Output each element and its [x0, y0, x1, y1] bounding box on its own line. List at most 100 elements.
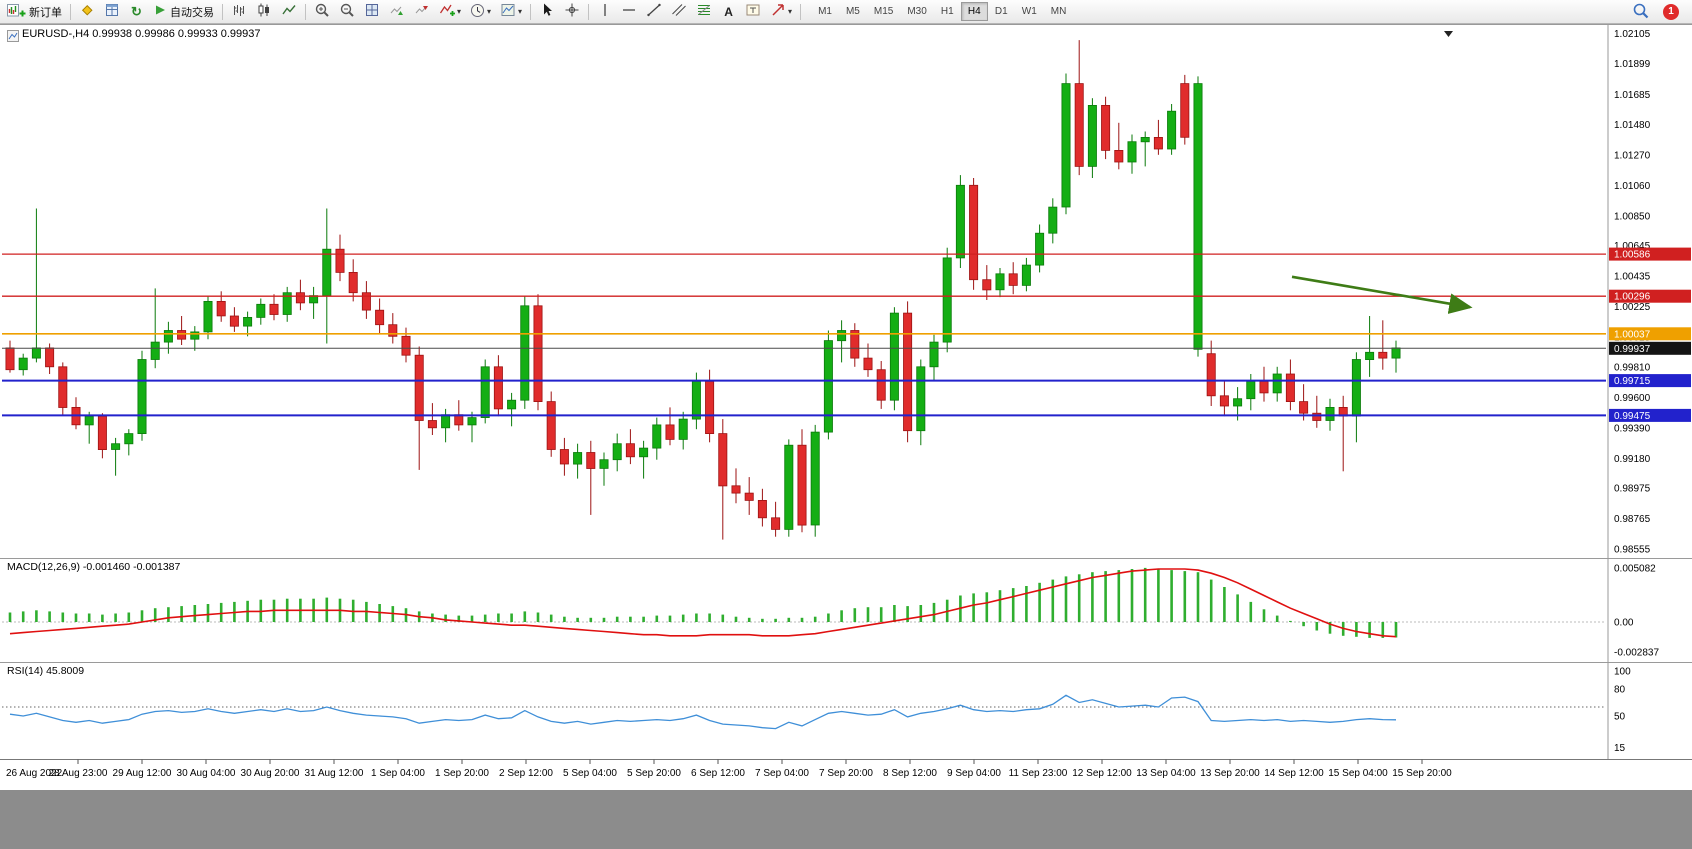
svg-text:29 Aug 12:00: 29 Aug 12:00 — [113, 768, 172, 779]
svg-text:50: 50 — [1614, 712, 1626, 723]
chevron-down-icon: ▾ — [518, 7, 523, 16]
timeframe-button-d1[interactable]: D1 — [988, 2, 1015, 21]
svg-text:0.99600: 0.99600 — [1614, 393, 1651, 404]
timeframe-button-m15[interactable]: M15 — [867, 2, 900, 21]
refresh-icon: ↻ — [131, 4, 142, 19]
main-toolbar: 新订单 ↻ 自动交易 — [0, 0, 1692, 24]
svg-text:0.98555: 0.98555 — [1614, 545, 1651, 556]
search-button[interactable] — [1628, 1, 1653, 22]
svg-text:15: 15 — [1614, 743, 1626, 754]
toolbar-right-group: 1 — [1628, 1, 1689, 22]
tile-windows-button[interactable] — [360, 1, 384, 22]
indicators-icon — [439, 2, 455, 21]
svg-text:28 Aug 23:00: 28 Aug 23:00 — [49, 768, 108, 779]
svg-text:1.00645: 1.00645 — [1614, 241, 1651, 252]
fibonacci-tool-button[interactable] — [692, 1, 716, 22]
timeframe-button-mn[interactable]: MN — [1044, 2, 1074, 21]
svg-text:1.00586: 1.00586 — [1614, 250, 1651, 261]
svg-text:15 Sep 20:00: 15 Sep 20:00 — [1392, 768, 1452, 779]
price-chart-canvas[interactable]: 1.02105 1.01899 1.01685 1.01480 1.01270 1.010… — [0, 25, 1692, 791]
timeframe-button-m5[interactable]: M5 — [839, 2, 867, 21]
market-watch-button[interactable] — [75, 1, 99, 22]
timeframe-button-m1[interactable]: M1 — [811, 2, 839, 21]
svg-text:13 Sep 04:00: 13 Sep 04:00 — [1136, 768, 1196, 779]
horizontal-level-lines[interactable]: 1.00586 1.00296 1.00037 0.99937 0.99715 0.994… — [2, 247, 1691, 422]
svg-text:11 Sep 23:00: 11 Sep 23:00 — [1009, 768, 1068, 779]
svg-text:1.00435: 1.00435 — [1614, 272, 1651, 283]
arrows-tool-button[interactable]: ▾ — [766, 1, 796, 22]
horizontal-line-icon — [621, 2, 637, 21]
rsi-line — [9, 694, 1397, 730]
timeframe-button-h4[interactable]: H4 — [960, 2, 988, 21]
window-background — [0, 790, 1692, 849]
svg-text:30 Aug 04:00: 30 Aug 04:00 — [177, 768, 236, 779]
svg-text:1.02105: 1.02105 — [1614, 29, 1651, 40]
new-order-label: 新订单 — [29, 6, 62, 19]
auto-scroll-button[interactable] — [385, 1, 409, 22]
timeframe-button-m30[interactable]: M30 — [900, 2, 933, 21]
svg-text:26 Aug 2022: 26 Aug 2022 — [6, 768, 63, 779]
auto-trading-label: 自动交易 — [170, 6, 214, 19]
svg-text:31 Aug 12:00: 31 Aug 12:00 — [305, 768, 364, 779]
svg-text:2 Sep 12:00: 2 Sep 12:00 — [499, 768, 553, 779]
notification-badge[interactable]: 1 — [1663, 3, 1679, 20]
svg-text:15 Sep 04:00: 15 Sep 04:00 — [1328, 768, 1388, 779]
text-tool-button[interactable]: A — [717, 1, 740, 22]
trendline-icon — [646, 2, 662, 21]
crosshair-icon — [564, 2, 580, 21]
chart-dropdown-marker[interactable] — [1444, 31, 1453, 37]
svg-text:7 Sep 04:00: 7 Sep 04:00 — [755, 768, 809, 779]
line-chart-button[interactable] — [277, 1, 301, 22]
svg-text:1.00850: 1.00850 — [1614, 211, 1651, 222]
bar-chart-button[interactable] — [227, 1, 251, 22]
svg-text:1.00225: 1.00225 — [1614, 302, 1651, 313]
vertical-line-icon — [599, 2, 611, 21]
refresh-button[interactable]: ↻ — [125, 1, 148, 22]
svg-text:6 Sep 12:00: 6 Sep 12:00 — [691, 768, 745, 779]
chart-shift-button[interactable] — [410, 1, 434, 22]
horizontal-line-tool-button[interactable] — [617, 1, 641, 22]
svg-text:0.005082: 0.005082 — [1614, 564, 1656, 575]
svg-text:-0.002837: -0.002837 — [1614, 648, 1659, 659]
svg-text:100: 100 — [1614, 667, 1631, 678]
auto-scroll-icon — [389, 2, 405, 21]
new-order-icon — [7, 3, 26, 21]
vertical-line-tool-button[interactable] — [593, 1, 616, 22]
price-axis-labels: 1.02105 1.01899 1.01685 1.01480 1.01270 1.010… — [1614, 29, 1659, 754]
svg-text:0.98975: 0.98975 — [1614, 484, 1651, 495]
text-label-tool-button[interactable] — [741, 1, 765, 22]
channel-tool-button[interactable] — [667, 1, 691, 22]
channel-icon — [671, 2, 687, 21]
svg-text:30 Aug 20:00: 30 Aug 20:00 — [241, 768, 300, 779]
trendline-tool-button[interactable] — [642, 1, 666, 22]
arrow-shape-icon — [770, 2, 786, 21]
candlestick-chart-button[interactable] — [252, 1, 276, 22]
zoom-in-icon — [314, 2, 330, 21]
template-icon — [500, 2, 516, 21]
svg-text:80: 80 — [1614, 685, 1626, 696]
timeframe-button-w1[interactable]: W1 — [1015, 2, 1044, 21]
line-chart-icon — [281, 2, 297, 21]
data-window-button[interactable] — [100, 1, 124, 22]
zoom-out-button[interactable] — [335, 1, 359, 22]
svg-text:1 Sep 20:00: 1 Sep 20:00 — [435, 768, 489, 779]
search-icon — [1632, 2, 1649, 22]
zoom-in-button[interactable] — [310, 1, 334, 22]
crosshair-button[interactable] — [560, 1, 584, 22]
svg-text:13 Sep 20:00: 13 Sep 20:00 — [1200, 768, 1260, 779]
indicators-button[interactable]: ▾ — [435, 1, 465, 22]
svg-text:0.99180: 0.99180 — [1614, 454, 1651, 465]
cursor-button[interactable] — [535, 1, 559, 22]
candles-layer — [5, 40, 1401, 540]
templates-button[interactable]: ▾ — [496, 1, 526, 22]
svg-text:8 Sep 12:00: 8 Sep 12:00 — [883, 768, 937, 779]
toolbar-separator — [588, 3, 590, 20]
fibonacci-icon — [696, 2, 712, 21]
auto-trading-button[interactable]: 自动交易 — [149, 1, 218, 22]
trend-arrow-annotation[interactable] — [1291, 275, 1473, 314]
text-label-icon — [745, 2, 761, 21]
periods-button[interactable]: ▾ — [466, 1, 495, 22]
new-order-button[interactable]: 新订单 — [3, 1, 66, 22]
timeframe-button-h1[interactable]: H1 — [934, 2, 961, 21]
